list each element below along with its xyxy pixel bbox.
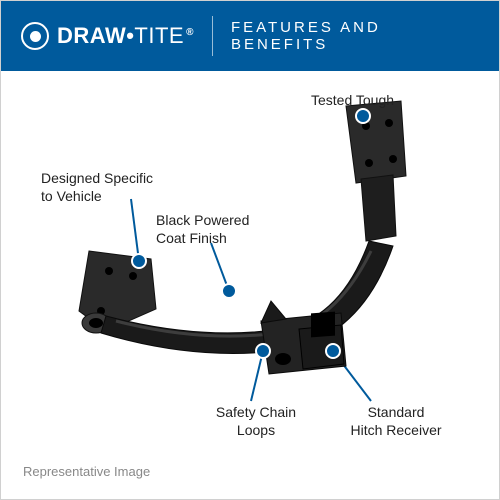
header-bar: DRAW•TITE® FEATURES AND BENEFITS: [1, 1, 499, 71]
header-divider: [212, 16, 213, 56]
callout-designed: Designed Specific to Vehicle: [41, 169, 191, 205]
product-diagram: Designed Specific to Vehicle Black Power…: [1, 71, 499, 461]
callout-black-finish: Black Powered Coat Finish: [156, 211, 296, 247]
brand-tite: TITE: [134, 23, 184, 48]
brand-logo: DRAW•TITE®: [21, 22, 194, 50]
brand-wordmark: DRAW•TITE®: [57, 23, 194, 49]
callout-safety-loops: Safety Chain Loops: [201, 403, 311, 439]
header-title: FEATURES AND BENEFITS: [231, 19, 479, 53]
hitch-ball-icon: [21, 22, 49, 50]
footer-note: Representative Image: [23, 464, 150, 479]
callout-tested: Tested Tough: [311, 91, 441, 109]
brand-draw: DRAW: [57, 23, 126, 48]
callout-receiver: Standard Hitch Receiver: [331, 403, 461, 439]
